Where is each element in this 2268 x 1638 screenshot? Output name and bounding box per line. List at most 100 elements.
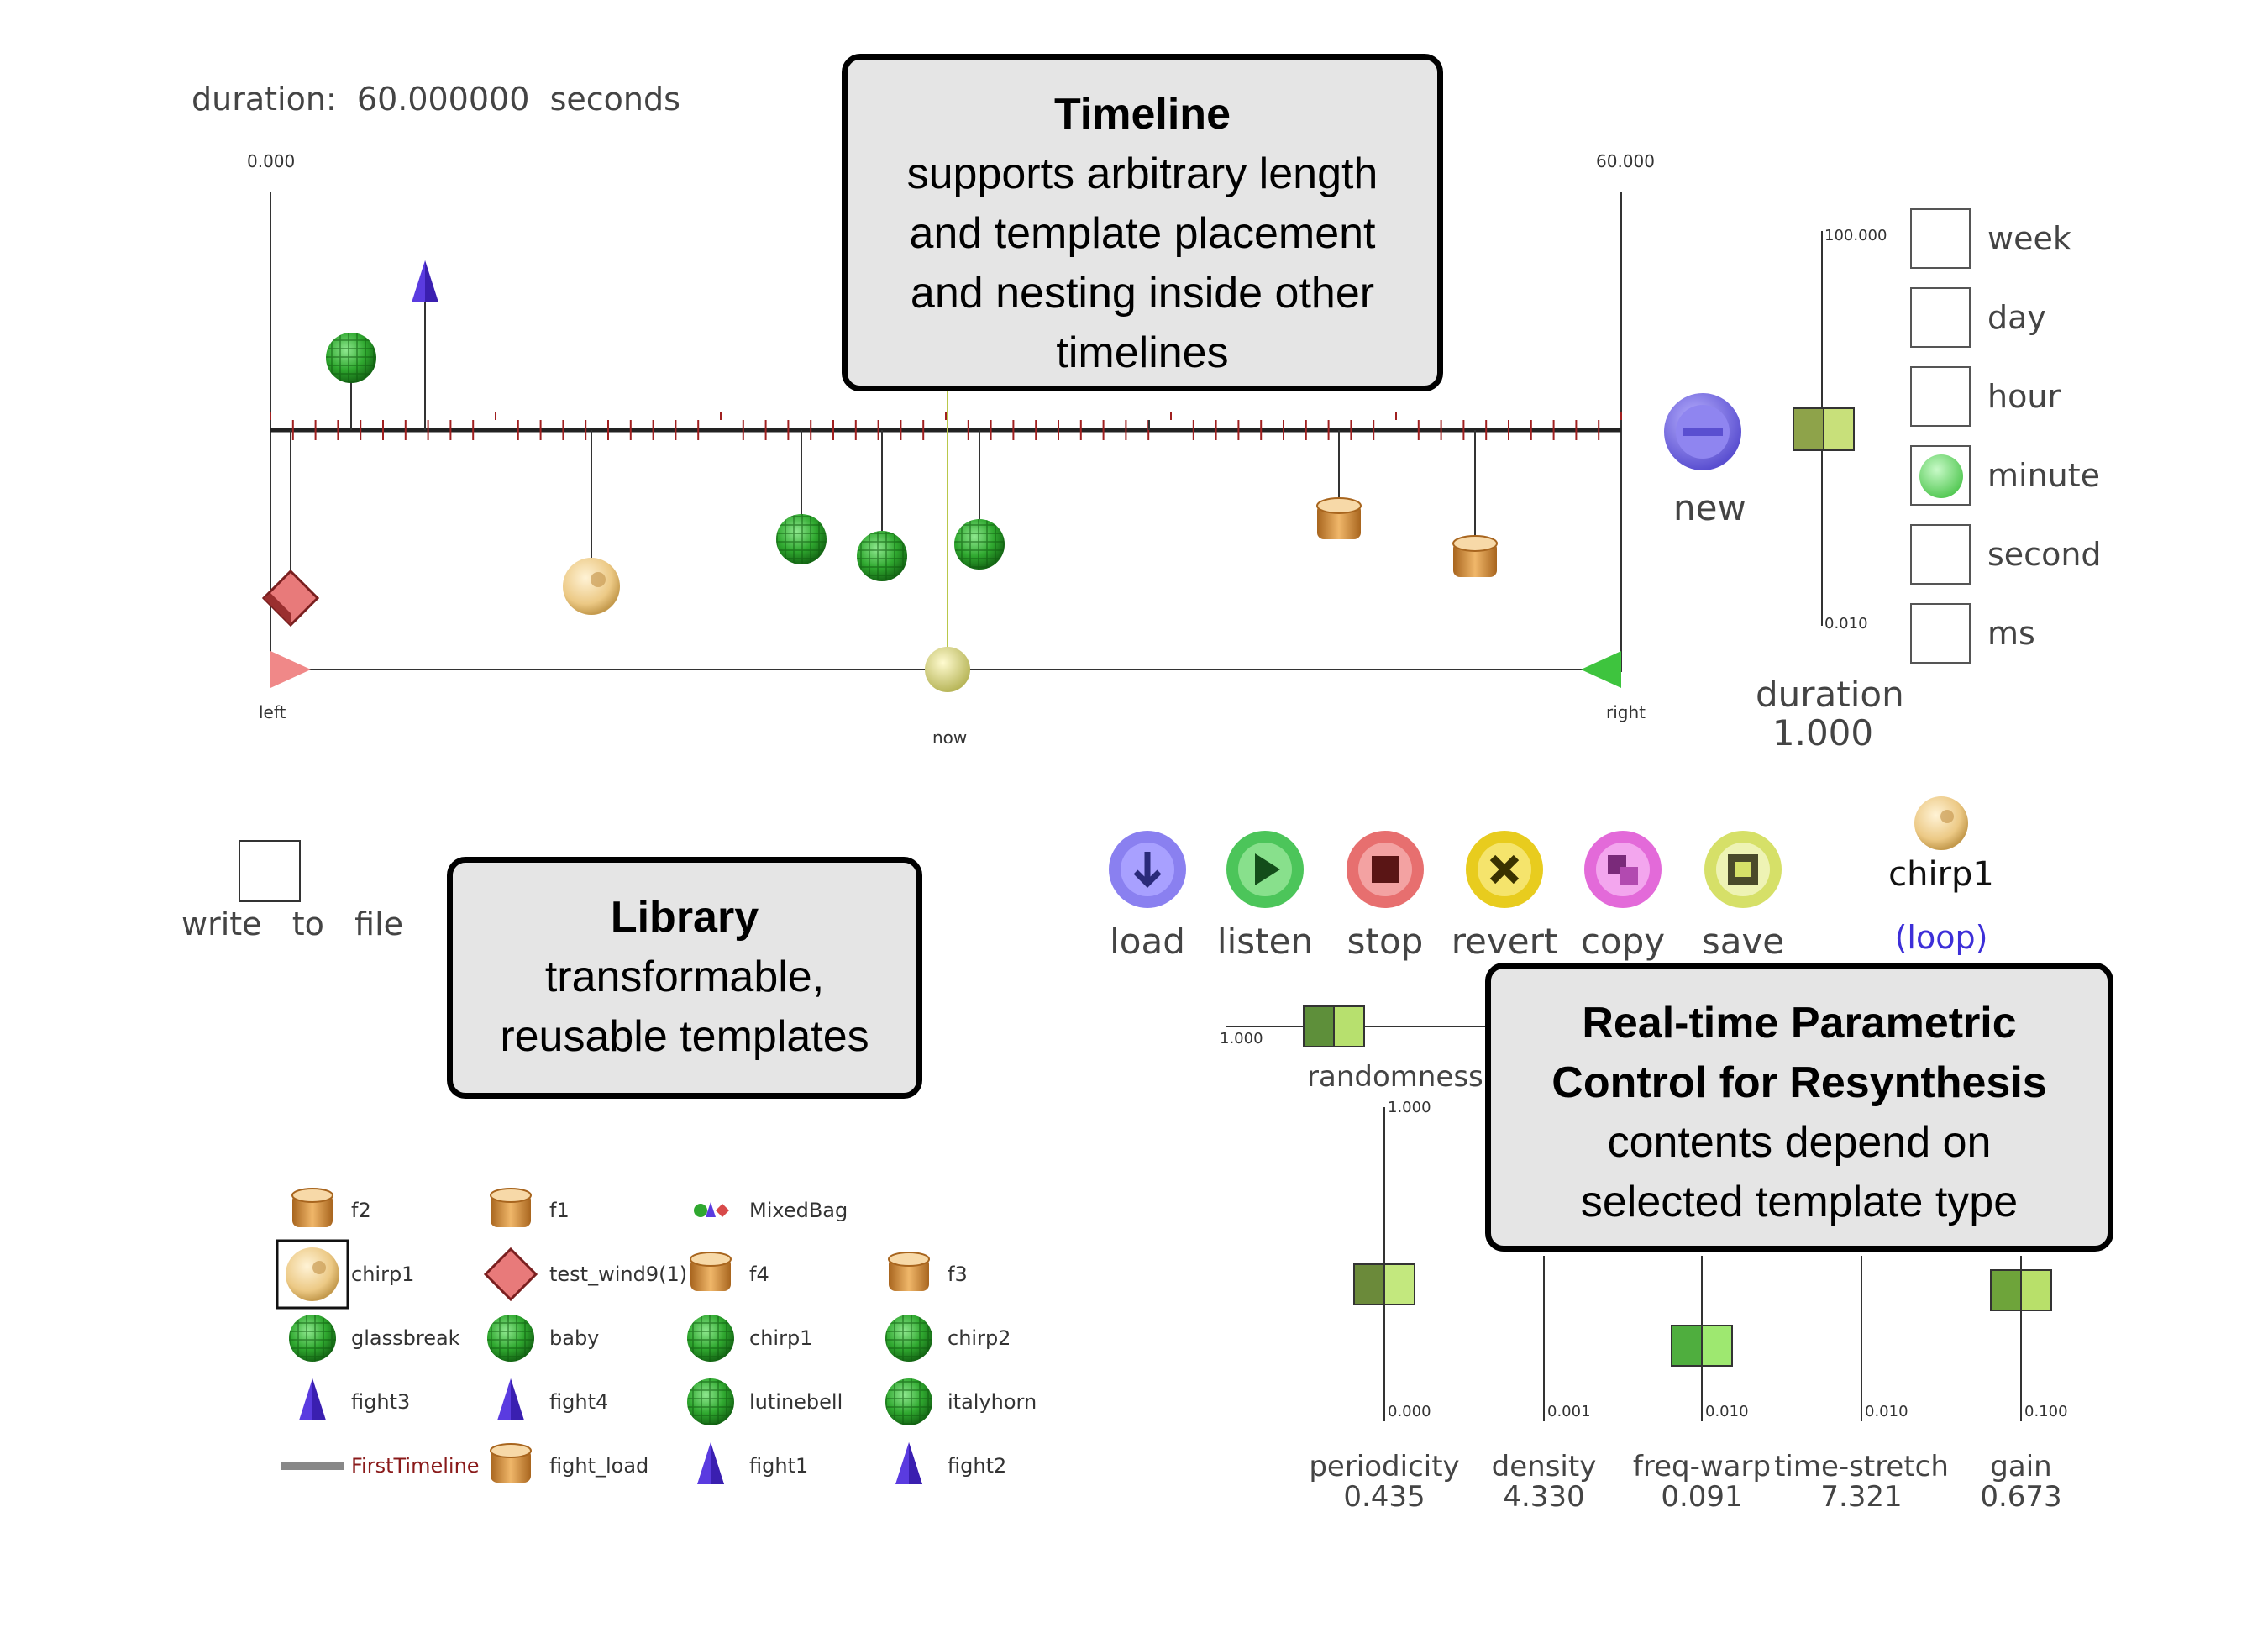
gain-bottom-label: 0.100 (2024, 1403, 2068, 1420)
randomness-slider-handle[interactable] (1303, 1005, 1365, 1047)
mixed-bag-icon[interactable] (694, 1202, 729, 1217)
gain-slider-handle[interactable] (1990, 1269, 2052, 1311)
load-button[interactable]: load (1110, 921, 1185, 962)
library-item-label[interactable]: f2 (351, 1199, 371, 1222)
unit-checkbox-ms[interactable] (1910, 603, 1971, 664)
stop-button[interactable]: stop (1347, 921, 1424, 962)
freq-warp-slider-handle[interactable] (1671, 1325, 1733, 1367)
revert-button[interactable]: revert (1451, 921, 1558, 962)
drum-icon[interactable] (490, 1188, 532, 1227)
drum-icon[interactable] (888, 1252, 930, 1291)
cone-icon[interactable] (497, 1378, 524, 1420)
load-button-icon[interactable] (1109, 831, 1186, 908)
periodicity-top-label: 1.000 (1388, 1099, 1431, 1116)
duration-slider-handle[interactable] (1793, 407, 1855, 451)
unit-checkbox-week[interactable] (1910, 208, 1971, 269)
library-item-label[interactable]: fight4 (549, 1390, 609, 1414)
new-button-icon[interactable] (1664, 393, 1741, 470)
globe-icon[interactable] (776, 514, 827, 564)
timeline-callout-line: timelines (1056, 328, 1229, 377)
drum-icon[interactable] (291, 1188, 333, 1227)
timeline-callout-line: and template placement (909, 209, 1376, 258)
unit-checkbox-second[interactable] (1910, 524, 1971, 585)
duration-max-label: 100.000 (1824, 227, 1887, 244)
unit-checkbox-day[interactable] (1910, 287, 1971, 348)
save-button[interactable]: save (1701, 921, 1785, 962)
timeline-bar-icon[interactable] (281, 1462, 344, 1470)
drum-icon[interactable] (490, 1443, 532, 1483)
globe-icon[interactable] (487, 1315, 534, 1362)
stop-icon[interactable] (1347, 831, 1424, 908)
drum-icon[interactable] (1452, 535, 1498, 577)
realtime-callout-line: contents depend on (1607, 1118, 1992, 1167)
freq-warp-bottom-label: 0.010 (1705, 1403, 1749, 1420)
realtime-callout: Real-time Parametric Control for Resynth… (1485, 963, 2113, 1252)
right-marker-icon[interactable] (1581, 651, 1621, 688)
drum-icon[interactable] (690, 1252, 732, 1291)
copy-icon[interactable] (1584, 831, 1662, 908)
library-item-label[interactable]: fight_load (549, 1454, 649, 1478)
library-item-label[interactable]: test_wind9(1) (549, 1263, 688, 1286)
library-item-label[interactable]: italyhorn (948, 1390, 1037, 1414)
randomness-max-label: 1.000 (1220, 1030, 1263, 1047)
selected-indicator-icon (1919, 454, 1963, 498)
globe-icon[interactable] (885, 1378, 932, 1425)
write-to-file-checkbox[interactable] (239, 840, 301, 902)
globe-icon[interactable] (326, 333, 376, 383)
globe-icon[interactable] (885, 1315, 932, 1362)
time-stretch-label: time-stretch (1774, 1450, 1949, 1483)
library-item-label[interactable]: MixedBag (749, 1199, 848, 1222)
periodicity-value: 0.435 (1343, 1480, 1425, 1514)
donut-icon[interactable] (563, 558, 620, 615)
cone-icon[interactable] (299, 1378, 326, 1420)
globe-icon[interactable] (687, 1315, 734, 1362)
library-item-label[interactable]: chirp1 (749, 1326, 813, 1350)
globe-icon[interactable] (289, 1315, 336, 1362)
library-item-label[interactable]: baby (549, 1326, 600, 1350)
cube-icon[interactable] (261, 569, 320, 627)
density-label: density (1491, 1450, 1597, 1483)
globe-icon[interactable] (954, 519, 1005, 570)
library-item-label[interactable]: fight3 (351, 1390, 411, 1414)
periodicity-slider-handle[interactable] (1353, 1263, 1415, 1305)
duration-prefix: duration: (192, 81, 337, 118)
cone-icon[interactable] (412, 260, 438, 302)
timeline-duration-readout: duration: 60.000000 seconds (192, 81, 680, 118)
realtime-callout-title: Real-time Parametric (1582, 999, 2017, 1047)
listen-button[interactable]: listen (1216, 921, 1314, 962)
now-marker-icon[interactable] (925, 647, 970, 692)
cone-icon[interactable] (697, 1442, 724, 1484)
copy-button[interactable]: copy (1580, 921, 1666, 962)
realtime-callout-line: selected template type (1580, 1178, 2019, 1226)
library-item-label[interactable]: f3 (948, 1263, 968, 1286)
timeline-callout-line: supports arbitrary length (906, 150, 1378, 198)
play-icon[interactable] (1226, 831, 1304, 908)
cone-icon[interactable] (895, 1442, 922, 1484)
library-item-label[interactable]: f4 (749, 1263, 769, 1286)
unit-checkbox-hour[interactable] (1910, 366, 1971, 427)
library-item-label[interactable]: chirp1 (351, 1263, 415, 1286)
left-marker-icon[interactable] (270, 651, 311, 688)
timeline-start-label: 0.000 (247, 151, 296, 171)
library-item-label[interactable]: chirp2 (948, 1326, 1011, 1350)
library-item-label[interactable]: FirstTimeline (351, 1454, 480, 1478)
donut-icon[interactable] (276, 1239, 349, 1310)
x-icon[interactable] (1466, 831, 1543, 908)
unit-label-hour: hour (1987, 378, 2061, 415)
save-icon[interactable] (1704, 831, 1782, 908)
library-item-label[interactable]: f1 (549, 1199, 570, 1222)
globe-icon[interactable] (857, 531, 907, 581)
globe-icon[interactable] (687, 1378, 734, 1425)
library-item-label[interactable]: lutinebell (749, 1390, 843, 1414)
duration-control-value: 1.000 (1772, 712, 1874, 753)
unit-checkbox-minute[interactable] (1910, 445, 1971, 506)
library-item-label[interactable]: glassbreak (351, 1326, 460, 1350)
cube-icon[interactable] (483, 1247, 538, 1302)
library-item-label[interactable]: fight1 (749, 1454, 809, 1478)
library-item-label[interactable]: fight2 (948, 1454, 1007, 1478)
library-callout-title: Library (610, 893, 759, 942)
drum-icon[interactable] (1316, 497, 1362, 539)
new-button-label[interactable]: new (1673, 487, 1746, 528)
selected-template-mode[interactable]: (loop) (1894, 919, 1988, 956)
